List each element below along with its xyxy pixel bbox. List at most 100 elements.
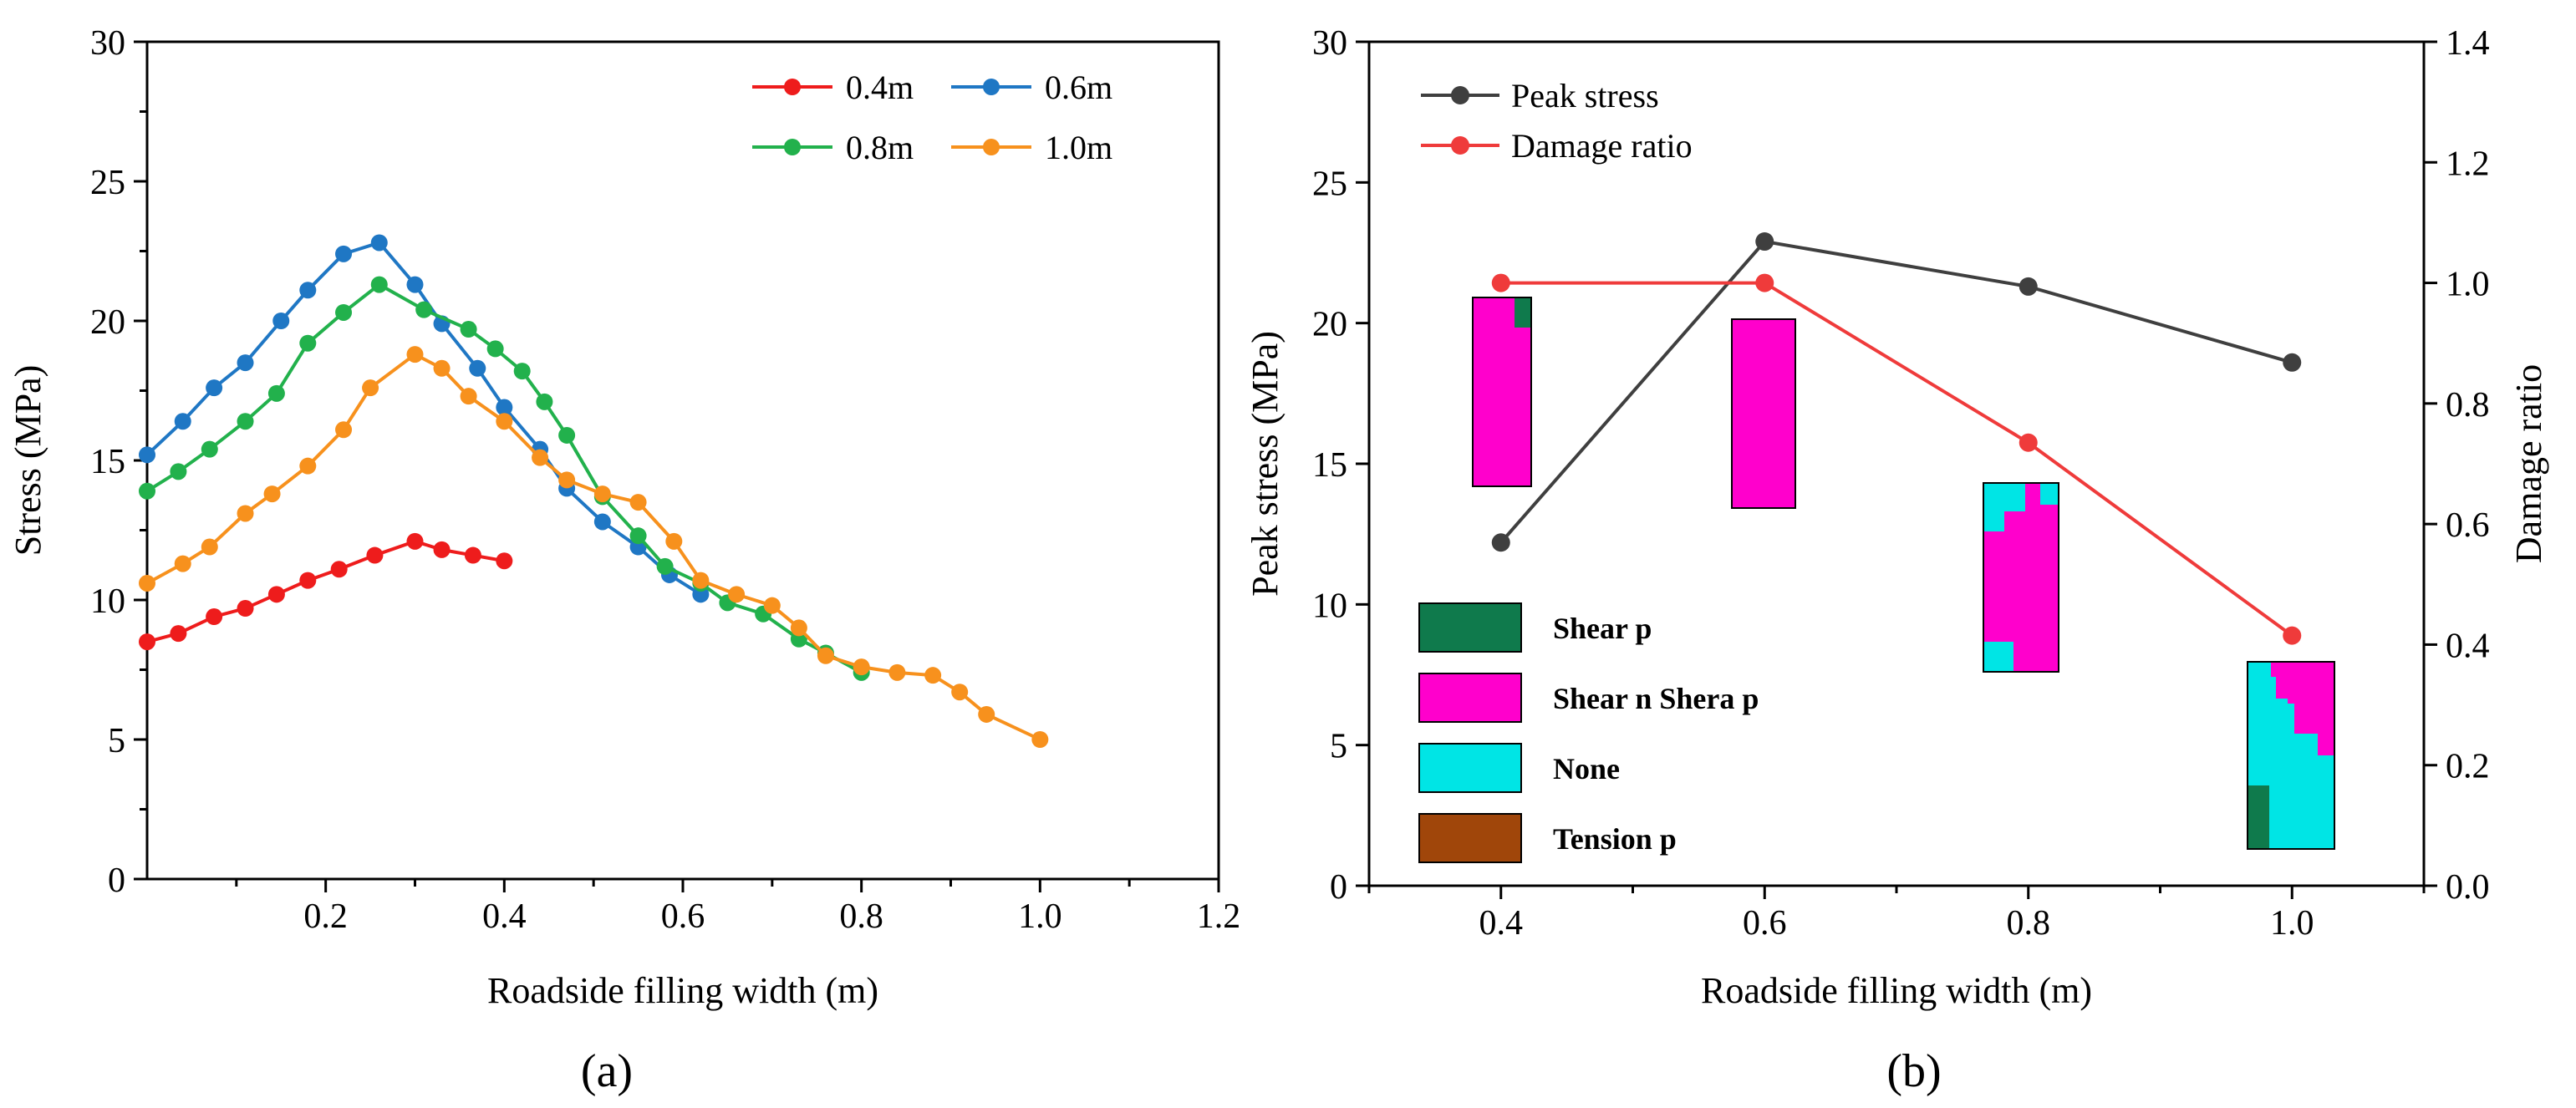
chart-a-data-point-1.0m <box>629 494 647 511</box>
chart-a-data-point-0.4m <box>366 546 384 564</box>
chart-a-x-tick-label: 1.2 <box>1197 897 1241 936</box>
chart-b-right-y-tick-label: 0.2 <box>2446 748 2490 786</box>
chart-a-data-point-0.6m <box>496 399 513 416</box>
failure-zone-cell <box>1983 642 2013 672</box>
chart-a-data-point-0.8m <box>299 334 317 352</box>
chart-a-series-line-0.8m <box>145 282 863 674</box>
chart-b-right-y-axis-label: Damage ratio <box>2508 364 2549 563</box>
chart-a-legend-marker <box>784 139 801 155</box>
chart-a-x-tick-label: 0.6 <box>661 897 705 936</box>
chart-a-data-point-1.0m <box>593 485 611 503</box>
chart-a-data-point-1.0m <box>433 359 451 377</box>
chart-b-failure-legend: Shear p Shear n Shera p None Tension p <box>1418 602 1759 863</box>
failure-zone-cell <box>2276 677 2288 699</box>
chart-b-legend-label: Damage ratio <box>1511 127 1693 165</box>
chart-a-series <box>139 234 1049 748</box>
chart-a-data-point-1.0m <box>299 457 317 475</box>
chart-a-data-point-1.0m <box>924 667 942 684</box>
chart-a-data-point-0.8m <box>170 463 187 480</box>
chart-b-left-y-tick-label: 10 <box>1312 587 1347 625</box>
failure-zone-inset <box>1472 297 1532 487</box>
chart-a-data-point-0.8m <box>415 301 433 318</box>
chart-a-y-tick-label: 25 <box>90 164 125 202</box>
chart-b-data-point-Peak stress <box>1491 533 1510 552</box>
chart-b-right-y-tick-label: 0.6 <box>2446 506 2490 545</box>
chart-a-data-point-0.8m <box>656 557 674 575</box>
chart-a-data-point-0.4m <box>330 561 348 578</box>
chart-a-data-point-0.6m <box>299 282 317 299</box>
failure-zone-cell <box>1983 483 2025 511</box>
failure-legend-label: Shear p <box>1553 612 1652 645</box>
chart-a-data-point-0.8m <box>201 440 218 458</box>
chart-b-legend-label: Peak stress <box>1511 77 1659 114</box>
failure-zone-cell <box>1515 297 1531 328</box>
chart-a-data-point-0.8m <box>370 276 388 293</box>
failure-legend-label: Tension p <box>1553 822 1677 856</box>
chart-b-right-y-tick-label: 1.0 <box>2446 266 2490 304</box>
chart-a-legend-label: 0.8m <box>846 129 914 166</box>
chart-a-data-point-0.6m <box>593 513 611 531</box>
failure-zone-cell <box>2294 704 2334 734</box>
chart-a-data-point-0.4m <box>267 586 285 603</box>
failure-zone-inset <box>1731 318 1796 509</box>
chart-a-data-point-1.0m <box>496 413 513 430</box>
chart-a-data-point-0.4m <box>496 552 513 570</box>
chart-a-data-point-1.0m <box>139 574 155 592</box>
chart-a-data-point-1.0m <box>237 505 254 522</box>
chart-a-y-tick-label: 0 <box>108 861 125 900</box>
chart-b-right-y-tick-label: 0.0 <box>2446 868 2490 907</box>
chart-a-legend: 0.4m 0.6m 0.8m 1.0m <box>752 69 1112 166</box>
chart-a-data-point-1.0m <box>1031 731 1049 748</box>
chart-a-panel-label: (a) <box>581 1045 633 1097</box>
chart-b-data-point-Peak stress <box>1755 232 1774 252</box>
chart-a-data-point-0.4m <box>237 600 254 618</box>
chart-a-series-line-1.0m <box>146 352 1041 741</box>
chart-a-data-point-1.0m <box>558 471 576 489</box>
chart-a-data-point-1.0m <box>978 705 995 723</box>
failure-zone-cell <box>2271 662 2334 677</box>
chart-a-data-point-1.0m <box>692 572 710 589</box>
chart-b-x-tick-label: 0.6 <box>1743 904 1787 943</box>
chart-a-data-point-1.0m <box>853 658 870 676</box>
chart-b-data-point-Damage ratio <box>1755 273 1774 292</box>
chart-b-right-y-tick-label: 0.4 <box>2446 627 2490 665</box>
chart-b-legend: Peak stress Damage ratio <box>1421 77 1693 165</box>
chart-a-data-point-0.6m <box>272 313 290 329</box>
chart-b-right-y-tick-label: 0.8 <box>2446 386 2490 424</box>
failure-legend-swatch <box>1418 743 1522 793</box>
chart-a-x-tick-label: 0.8 <box>839 897 883 936</box>
failure-zone-cell <box>2288 677 2334 704</box>
chart-a-data-point-0.4m <box>464 546 481 564</box>
chart-a-legend-marker <box>784 79 801 95</box>
chart-a-data-point-0.4m <box>299 572 317 589</box>
chart-b-series-line-Damage ratio <box>1500 281 2293 638</box>
chart-a-data-point-0.6m <box>406 276 424 293</box>
chart-a-axes: 0.2 0.4 0.6 0.8 1.0 1.2 0 5 10 15 20 25 30 <box>90 24 1240 936</box>
chart-a-data-point-0.8m <box>139 482 155 500</box>
failure-zone-cell <box>2318 734 2334 755</box>
chart-a-data-point-0.6m <box>469 359 486 377</box>
chart-a: 0.2 0.4 0.6 0.8 1.0 1.2 0 5 10 15 20 25 30 Roadside … <box>8 24 1240 1097</box>
chart-a-data-point-1.0m <box>174 555 191 572</box>
chart-a-x-axis-label: Roadside filling width (m) <box>487 970 878 1011</box>
chart-a-data-point-0.6m <box>206 379 223 397</box>
chart-a-data-point-0.8m <box>267 384 285 402</box>
failure-zone-cell <box>1732 319 1795 508</box>
chart-a-data-point-1.0m <box>532 449 549 466</box>
chart-b-data-point-Damage ratio <box>2019 433 2038 452</box>
chart-a-data-point-1.0m <box>201 538 218 556</box>
chart-b-left-y-tick-label: 5 <box>1330 728 1347 766</box>
chart-a-data-point-0.8m <box>335 303 353 321</box>
chart-a-data-point-0.8m <box>629 527 647 545</box>
chart-a-data-point-1.0m <box>888 663 906 681</box>
chart-b-legend-marker <box>1451 136 1469 155</box>
failure-zone-border <box>1472 297 1532 487</box>
chart-b-data-point-Peak stress <box>2283 353 2302 372</box>
chart-a-data-point-0.4m <box>170 625 187 643</box>
chart-b-data-point-Peak stress <box>2019 277 2038 296</box>
chart-a-data-point-0.6m <box>174 413 191 430</box>
chart-a-legend-marker <box>983 139 1000 155</box>
chart-a-data-point-0.8m <box>558 426 576 444</box>
chart-b-series-line-Peak stress <box>1499 239 2293 544</box>
